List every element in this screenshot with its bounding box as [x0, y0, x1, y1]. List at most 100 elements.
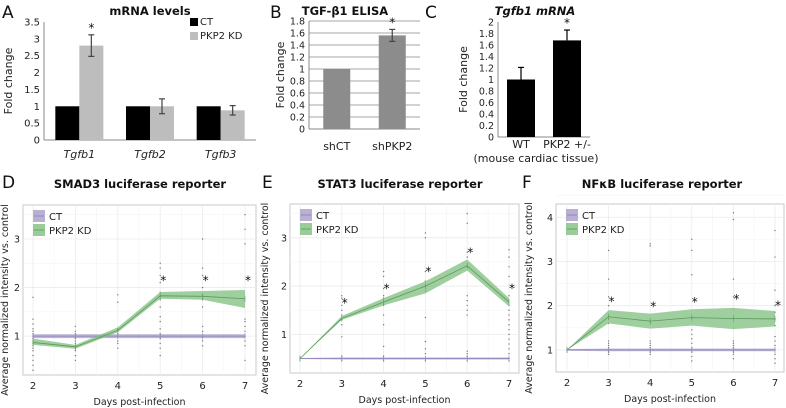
scatter-point [424, 352, 427, 355]
chart-panel-d: D SMAD3 luciferase reporter * * * 1 2 3 2 3 4 5 6 7 Da… [0, 173, 257, 408]
scatter-point [466, 295, 468, 297]
scatter-point [117, 342, 119, 345]
scatter-point [732, 212, 735, 214]
x-tick-label: 6 [464, 379, 470, 390]
scatter-point [244, 330, 246, 332]
x-category-label: PKP2 +/- [543, 138, 591, 151]
scatter-point [382, 324, 385, 326]
y-tick-label: 2 [547, 301, 553, 312]
chart-panel-e: E STAT3 luciferase reporter * * * * * 1 2 3 2 3 4 5 6 7… [260, 173, 520, 406]
x-tick-label: 6 [730, 378, 736, 389]
y-tick-label: 1 [14, 332, 20, 343]
scatter-point [508, 266, 510, 268]
significance-marker: * [160, 273, 166, 287]
y-tick-label: 0 [488, 133, 494, 144]
scatter-point [159, 282, 161, 284]
scatter-point [607, 249, 610, 252]
x-category-label: Tgfb3 [205, 148, 237, 161]
scatter-point [732, 358, 735, 360]
scatter-point [201, 306, 204, 308]
scatter-point [201, 325, 204, 328]
scatter-point [466, 304, 468, 307]
scatter-point [607, 304, 610, 307]
scatter-point [244, 325, 246, 328]
scatter-point [382, 295, 385, 297]
scatter-point [244, 318, 246, 320]
scatter-point [508, 343, 510, 345]
scatter-point [508, 314, 510, 316]
series-ribbon-pkp2-kd [33, 290, 245, 349]
y-tick-label: 1.6 [290, 29, 305, 40]
scatter-point [32, 328, 34, 330]
scatter-point [159, 320, 161, 323]
scatter-point [774, 358, 776, 360]
scatter-point [341, 297, 343, 299]
significance-marker: * [692, 295, 698, 309]
y-tick-label: 4 [547, 213, 553, 224]
scatter-point [508, 249, 510, 251]
x-tick-label: 7 [772, 378, 778, 389]
scatter-point [201, 267, 204, 269]
y-axis-label: Average normalized intensity vs. control [0, 204, 11, 396]
scatter-point [508, 256, 510, 258]
scatter-point [691, 249, 693, 252]
scatter-point [508, 324, 510, 326]
significance-marker: * [775, 299, 781, 313]
scatter-point [382, 275, 385, 278]
significance-marker: * [733, 292, 739, 306]
scatter-point [32, 369, 34, 371]
scatter-point [341, 324, 343, 326]
legend-label: PKP2 KD [316, 225, 359, 236]
y-tick-label: 0.8 [290, 77, 305, 88]
y-tick-label: 1 [34, 102, 40, 113]
x-tick-label: 4 [380, 379, 386, 390]
scatter-point [244, 243, 246, 245]
scatter-point [508, 295, 510, 297]
y-tick-label: 3 [547, 257, 553, 268]
significance-marker: * [203, 273, 209, 287]
x-tick-label: 7 [506, 379, 512, 390]
panel-letter: B [270, 3, 282, 23]
scatter-point [201, 238, 204, 240]
chart-title: Tgfb1 mRNA [495, 4, 576, 18]
scatter-point [341, 309, 343, 311]
scatter-point [649, 340, 651, 342]
chart-title: NFκB luciferase reporter [582, 177, 743, 191]
scatter-point [607, 340, 610, 342]
scatter-point [159, 299, 161, 301]
scatter-point [774, 340, 776, 342]
chart-panel-c: C Tgfb1 mRNA 00.20.40.60.811.21.41.61.82 Fo… [425, 3, 599, 165]
scatter-point [117, 294, 119, 296]
x-tick-label: 2 [564, 378, 570, 389]
y-tick-label: 3 [14, 235, 20, 246]
scatter-point [74, 354, 77, 357]
y-tick-label: 2 [34, 68, 40, 79]
scatter-point [691, 238, 693, 241]
scatter-point [774, 344, 776, 347]
scatter-point [32, 323, 34, 325]
scatter-point [774, 362, 776, 364]
y-tick-label: 1.8 [479, 29, 494, 40]
legend-swatch [190, 32, 198, 40]
x-category-label: Tgfb1 [64, 148, 96, 161]
y-tick-label: 1.6 [479, 41, 494, 52]
scatter-point [466, 314, 468, 316]
y-axis-label: Average normalized intensity vs. control [524, 202, 535, 394]
y-tick-label: 0.5 [24, 119, 40, 130]
x-tick-label: 2 [30, 381, 36, 392]
y-tick-label: 1.4 [290, 41, 305, 52]
y-tick-label: 1.4 [479, 52, 494, 63]
scatter-point [649, 344, 651, 347]
x-tick-label: 3 [339, 379, 345, 390]
scatter-point [74, 325, 77, 328]
legend-label: CT [49, 212, 63, 223]
legend-label: PKP2 KD [49, 226, 92, 237]
chart-panel-b: B TGF-β1 ELISA 00.20.40.60.811.21.41.61.8 F… [270, 3, 420, 153]
x-category-label: shPKP2 [372, 140, 412, 153]
x-tick-label: 4 [647, 378, 653, 389]
legend-label: CT [582, 211, 596, 222]
scatter-point [159, 347, 161, 349]
y-tick-label: 1.2 [479, 64, 494, 75]
scatter-point [774, 289, 776, 291]
scatter-point [466, 212, 468, 215]
